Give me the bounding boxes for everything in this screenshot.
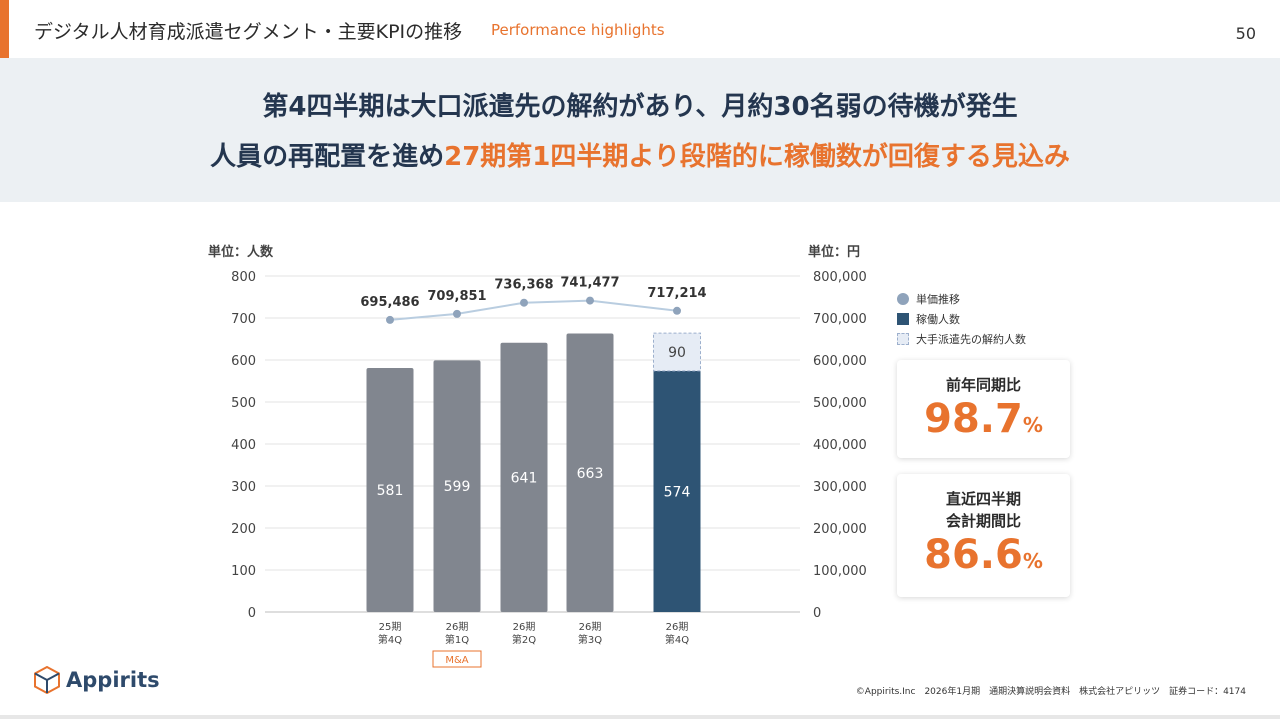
price-point	[673, 306, 681, 315]
right-axis-unit-label: 単位：円	[808, 244, 860, 260]
left-axis-tick: 400	[231, 438, 256, 453]
bar-value-label: 581	[377, 483, 404, 499]
left-axis-tick: 800	[231, 270, 256, 285]
left-axis-tick: 100	[231, 564, 256, 579]
price-point	[520, 298, 528, 307]
page-title: デジタル人材育成派遣セグメント・主要KPIの推移	[34, 21, 463, 43]
left-axis-tick: 200	[231, 522, 256, 537]
kpi-card-qoq: 直近四半期 会計期間比 86.6%	[897, 474, 1070, 597]
legend-square-icon	[897, 313, 909, 325]
price-label: 717,214	[647, 286, 706, 301]
logo-text: Appirits	[66, 668, 160, 692]
right-axis-tick: 200,000	[813, 522, 867, 537]
footer-divider	[0, 715, 1280, 719]
bar-value-label: 641	[511, 470, 538, 486]
bar-cancellation-label: 90	[668, 345, 686, 361]
right-axis-tick: 600,000	[813, 354, 867, 369]
right-axis-tick: 800,000	[813, 270, 867, 285]
left-axis-unit-label: 単位：人数	[208, 244, 274, 260]
bar-cancellation	[653, 332, 701, 372]
kpi-unit: %	[1022, 413, 1043, 437]
x-category-label-year: 26期	[579, 621, 602, 633]
right-axis-tick: 100,000	[813, 564, 867, 579]
x-category-label-year: 25期	[379, 621, 402, 633]
price-label: 695,486	[360, 295, 419, 310]
price-point	[386, 315, 394, 324]
header-accent-bar	[0, 0, 9, 58]
headline-line-2: 人員の再配置を進め27期第1四半期より段階的に稼働数が回復する見込み	[0, 136, 1280, 173]
x-category-label-quarter: 第3Q	[578, 633, 602, 646]
cube-logo-icon	[34, 666, 60, 694]
kpi-label: 前年同期比	[945, 376, 1021, 394]
legend-dot-icon	[897, 293, 909, 305]
right-axis-tick: 700,000	[813, 312, 867, 327]
left-axis-tick: 0	[248, 606, 256, 621]
headline-line-2-highlight: 27期第1四半期より段階的に稼働数が回復する見込み	[444, 142, 1070, 172]
page-number: 50	[1235, 24, 1256, 43]
headline-line-1: 第4四半期は大口派遣先の解約があり、月約30名弱の待機が発生	[262, 92, 1018, 122]
bar-headcount	[566, 333, 614, 612]
right-axis-tick: 500,000	[813, 396, 867, 411]
ma-note-box	[432, 650, 482, 668]
right-axis-tick: 0	[813, 606, 821, 621]
legend-label-cancellation: 大手派遣先の解約人数	[916, 333, 1026, 346]
x-category-label-quarter: 第4Q	[378, 633, 402, 646]
kpi-card-yoy: 前年同期比 98.7%	[897, 360, 1070, 458]
x-category-label-year: 26期	[446, 621, 469, 633]
footer-copyright: ©Appirits.Inc 2026年1月期 通期決算説明会資料 株式会社アピリ…	[855, 687, 1246, 697]
bar-headcount	[433, 360, 481, 612]
bar-headcount	[653, 370, 701, 612]
legend-label-headcount: 稼働人数	[916, 313, 960, 326]
bar-headcount	[366, 367, 414, 612]
kpi-label: 直近四半期	[945, 490, 1021, 508]
kpi-value: 86.6%	[897, 532, 1070, 584]
price-label: 741,477	[560, 276, 619, 291]
headline-line-2-prefix: 人員の再配置を進め	[210, 142, 445, 172]
bar-headcount	[500, 342, 548, 612]
right-axis-tick: 400,000	[813, 438, 867, 453]
x-category-label-quarter: 第4Q	[665, 633, 689, 646]
legend-label-price: 単価推移	[916, 293, 960, 306]
legend-item-cancellation: 大手派遣先の解約人数	[897, 329, 1026, 349]
left-axis-tick: 700	[231, 312, 256, 327]
bar-value-label: 574	[664, 484, 691, 500]
x-category-label-quarter: 第2Q	[512, 633, 536, 646]
left-axis-tick: 500	[231, 396, 256, 411]
price-point	[453, 309, 461, 318]
legend-item-headcount: 稼働人数	[897, 309, 1026, 329]
right-axis-tick: 300,000	[813, 480, 867, 495]
legend-item-price: 単価推移	[897, 289, 1026, 309]
kpi-value: 98.7%	[897, 396, 1070, 448]
ma-note-label: M&A	[445, 655, 468, 666]
price-label: 736,368	[494, 278, 553, 293]
kpi-number: 86.6	[924, 532, 1023, 578]
price-label: 709,851	[427, 289, 486, 304]
x-category-label-year: 26期	[513, 621, 536, 633]
x-category-label-year: 26期	[666, 621, 689, 633]
headline-banner: 第4四半期は大口派遣先の解約があり、月約30名弱の待機が発生 人員の再配置を進め…	[0, 58, 1280, 202]
kpi-number: 98.7	[924, 396, 1023, 442]
x-category-label-quarter: 第1Q	[445, 633, 469, 646]
left-axis-tick: 600	[231, 354, 256, 369]
page-subtitle: Performance highlights	[491, 21, 665, 39]
bar-value-label: 599	[444, 479, 471, 495]
legend-dashed-square-icon	[897, 333, 909, 345]
kpi-label: 会計期間比	[945, 512, 1021, 530]
price-point	[586, 296, 594, 305]
bar-value-label: 663	[577, 466, 604, 482]
chart-legend: 単価推移 稼働人数 大手派遣先の解約人数	[897, 289, 1026, 349]
company-logo: Appirits	[34, 666, 160, 694]
left-axis-tick: 300	[231, 480, 256, 495]
kpi-unit: %	[1022, 549, 1043, 573]
